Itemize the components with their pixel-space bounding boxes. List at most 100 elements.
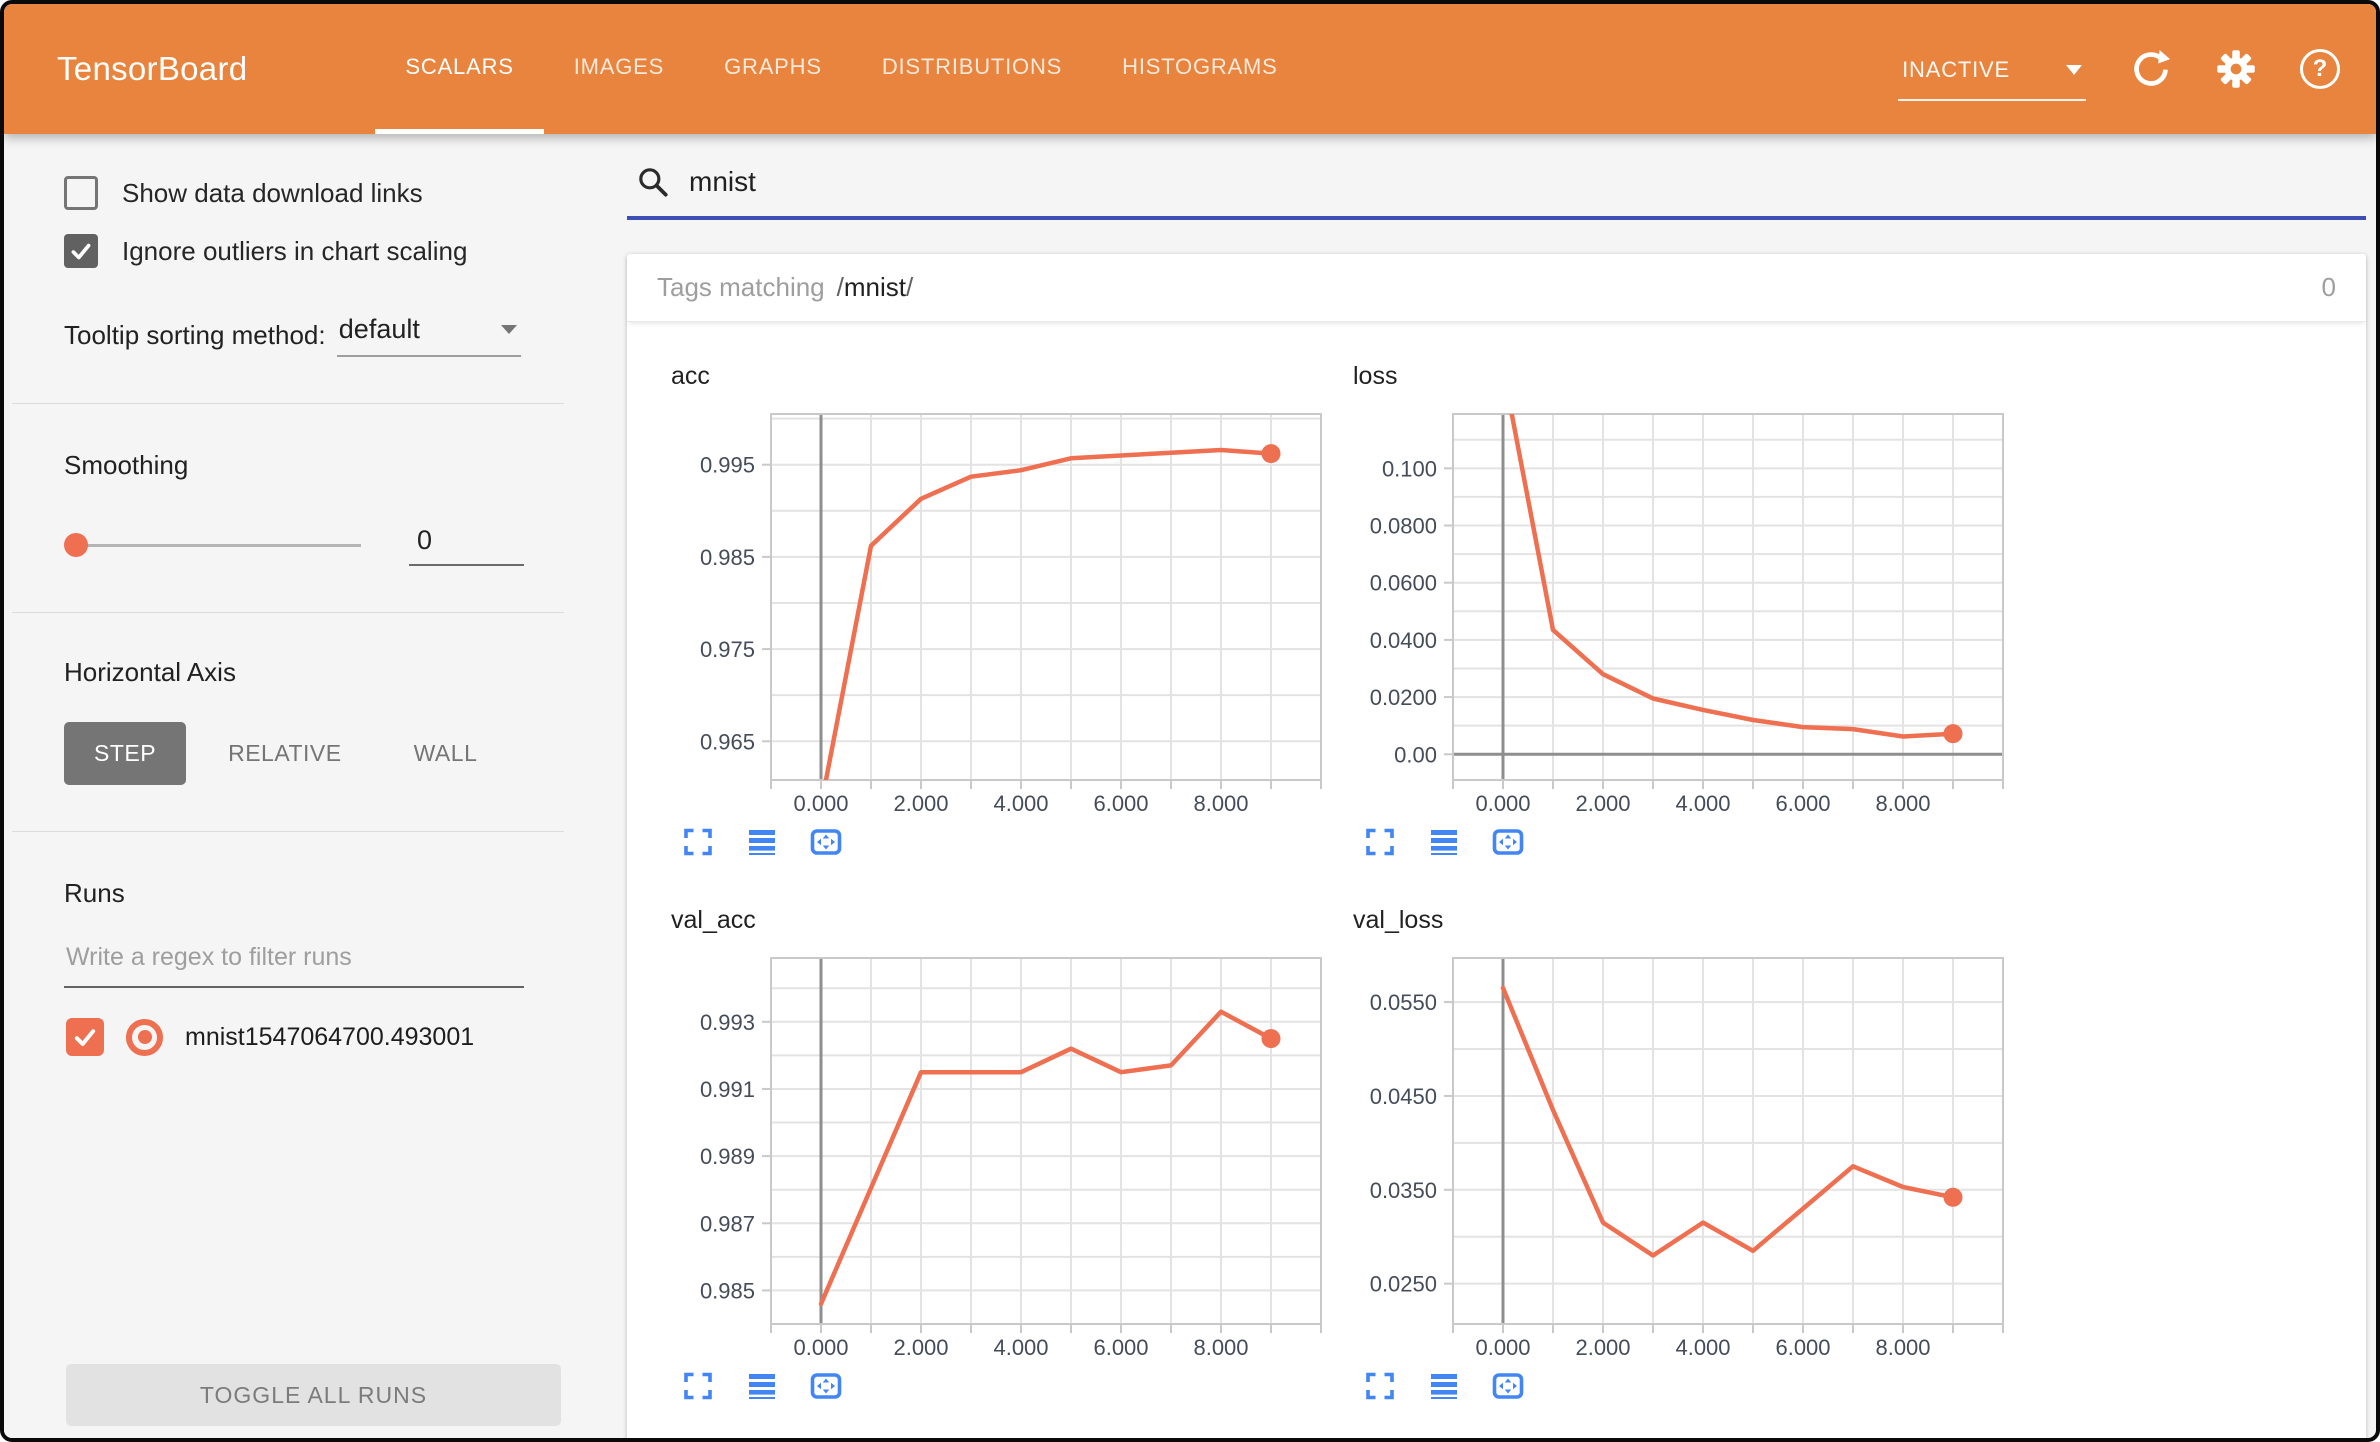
svg-text:0.987: 0.987: [700, 1211, 755, 1236]
tags-matching-prefix: Tags matching: [657, 272, 825, 302]
runs-list-icon[interactable]: [745, 1370, 779, 1404]
svg-text:8.000: 8.000: [1875, 1335, 1930, 1360]
svg-text:0.000: 0.000: [793, 1335, 848, 1360]
app-header: TensorBoard SCALARS IMAGES GRAPHS DISTRI…: [4, 4, 2376, 134]
tab-scalars[interactable]: SCALARS: [375, 4, 544, 134]
status-dropdown[interactable]: INACTIVE: [1898, 37, 2086, 101]
fit-domain-icon[interactable]: [809, 826, 843, 860]
divider: [12, 403, 564, 404]
smoothing-row: [64, 523, 524, 567]
chart-toolbar: [669, 1370, 1329, 1404]
runs-label: Runs: [64, 878, 125, 909]
regex-close-slash: /: [906, 272, 914, 302]
chart-plot-val-acc[interactable]: 0.985 0.987 0.989 0.991 0.993 0.000 2.000 4.000…: [669, 944, 1329, 1364]
chart-plot-acc[interactable]: 0.965 0.975 0.985 0.995 0.000 2.000 4.000 6.000…: [669, 400, 1329, 820]
refresh-icon[interactable]: [2130, 48, 2172, 90]
slider-track[interactable]: [74, 543, 361, 547]
tab-histograms[interactable]: HISTOGRAMS: [1122, 53, 1278, 79]
run-checkbox-checked-icon[interactable]: [66, 1018, 104, 1057]
svg-text:2.000: 2.000: [1575, 1335, 1630, 1360]
fullscreen-icon[interactable]: [1363, 1370, 1397, 1404]
axis-wall-button[interactable]: WALL: [384, 722, 508, 785]
fit-domain-icon[interactable]: [809, 1370, 843, 1404]
tab-distributions[interactable]: DISTRIBUTIONS: [881, 53, 1063, 79]
tab-images[interactable]: IMAGES: [573, 53, 665, 79]
regex-value: mnist: [843, 272, 907, 302]
fullscreen-icon[interactable]: [681, 1370, 715, 1404]
chart-plot-loss[interactable]: 0.00 0.0200 0.0400 0.0600 0.0800 0.100 0.000 2.…: [1351, 400, 2011, 820]
fullscreen-icon[interactable]: [1363, 826, 1397, 860]
fit-domain-icon[interactable]: [1491, 1370, 1525, 1404]
chart-plot-val-loss[interactable]: 0.0250 0.0350 0.0450 0.0550 0.000 2.000 4.000 6…: [1351, 944, 2011, 1364]
show-download-links-checkbox[interactable]: Show data download links: [64, 176, 524, 210]
toggle-all-runs-button[interactable]: TOGGLE ALL RUNS: [66, 1364, 561, 1426]
svg-text:0.989: 0.989: [700, 1144, 755, 1169]
svg-text:0.0200: 0.0200: [1370, 685, 1437, 710]
svg-text:0.000: 0.000: [1475, 791, 1530, 816]
smoothing-slider[interactable]: [64, 527, 361, 563]
help-icon[interactable]: ?: [2300, 49, 2340, 89]
runs-list-icon[interactable]: [745, 826, 779, 860]
app-title: TensorBoard: [57, 50, 248, 87]
runs-list-icon[interactable]: [1427, 826, 1461, 860]
chevron-down-icon: [2066, 65, 2082, 75]
main-panel: Tags matching / mnist / 0 acc 0.965 0.975…: [579, 134, 2376, 1438]
chart-title: loss: [1353, 362, 1398, 390]
chart-toolbar: [1351, 826, 2011, 860]
axis-relative-button[interactable]: RELATIVE: [198, 722, 372, 785]
svg-text:6.000: 6.000: [1775, 1335, 1830, 1360]
content-area: Show data download links Ignore outliers…: [4, 134, 2376, 1438]
fullscreen-icon[interactable]: [681, 826, 715, 860]
run-isolate-radio-icon[interactable]: [126, 1018, 163, 1056]
svg-text:6.000: 6.000: [1093, 1335, 1148, 1360]
svg-text:0.0450: 0.0450: [1370, 1084, 1437, 1109]
svg-text:0.0250: 0.0250: [1370, 1272, 1437, 1297]
regex-open-slash: /: [836, 272, 844, 302]
svg-text:4.000: 4.000: [993, 1335, 1048, 1360]
chart-grid: acc 0.965 0.975 0.985 0.995 0.000 2.000 4.000 6…: [627, 322, 2366, 1438]
nav-tabs: SCALARS IMAGES GRAPHS DISTRIBUTIONS HIST…: [375, 4, 1307, 134]
chart-title: val_acc: [671, 906, 756, 934]
svg-text:4.000: 4.000: [993, 791, 1048, 816]
svg-text:2.000: 2.000: [1575, 791, 1630, 816]
svg-text:0.0400: 0.0400: [1370, 628, 1437, 653]
chart-toolbar: [1351, 1370, 2011, 1404]
smoothing-value-input[interactable]: [409, 523, 524, 567]
status-label: INACTIVE: [1902, 57, 2010, 82]
svg-text:2.000: 2.000: [893, 791, 948, 816]
header-actions: INACTIVE: [1898, 4, 2376, 134]
settings-gear-icon[interactable]: [2216, 49, 2256, 89]
svg-text:0.000: 0.000: [793, 791, 848, 816]
svg-text:0.993: 0.993: [700, 1010, 755, 1035]
svg-text:0.100: 0.100: [1382, 456, 1437, 481]
svg-text:0.991: 0.991: [700, 1077, 755, 1102]
fit-domain-icon[interactable]: [1491, 826, 1525, 860]
axis-step-button[interactable]: STEP: [64, 722, 187, 786]
runs-list-icon[interactable]: [1427, 1370, 1461, 1404]
svg-text:8.000: 8.000: [1193, 1335, 1248, 1360]
chart-card-acc: acc 0.965 0.975 0.985 0.995 0.000 2.000 4.000 6…: [669, 362, 1329, 860]
svg-text:6.000: 6.000: [1093, 791, 1148, 816]
tooltip-sorting-value: default: [338, 314, 420, 344]
svg-text:0.0600: 0.0600: [1370, 571, 1437, 596]
tag-filter-input[interactable]: [687, 165, 2366, 199]
svg-text:0.0550: 0.0550: [1370, 990, 1437, 1015]
run-row[interactable]: mnist1547064700.493001: [66, 1018, 524, 1057]
checkbox-unchecked-icon[interactable]: [64, 176, 98, 210]
tooltip-sorting-label: Tooltip sorting method:: [64, 319, 326, 350]
slider-thumb[interactable]: [64, 532, 88, 557]
divider: [12, 831, 564, 833]
svg-text:0.965: 0.965: [700, 729, 755, 754]
checkbox-checked-icon[interactable]: [64, 234, 98, 268]
chevron-down-icon: [501, 325, 517, 334]
divider: [12, 612, 564, 614]
tab-graphs[interactable]: GRAPHS: [724, 53, 822, 79]
runs-filter-input[interactable]: [64, 943, 524, 989]
svg-text:8.000: 8.000: [1875, 791, 1930, 816]
smoothing-label: Smoothing: [64, 450, 189, 480]
tags-card-header: Tags matching / mnist / 0: [627, 254, 2366, 322]
tooltip-sorting-dropdown[interactable]: default: [336, 314, 521, 357]
ignore-outliers-checkbox[interactable]: Ignore outliers in chart scaling: [64, 234, 524, 268]
run-name: mnist1547064700.493001: [185, 1022, 475, 1051]
chart-title: val_loss: [1353, 906, 1444, 934]
